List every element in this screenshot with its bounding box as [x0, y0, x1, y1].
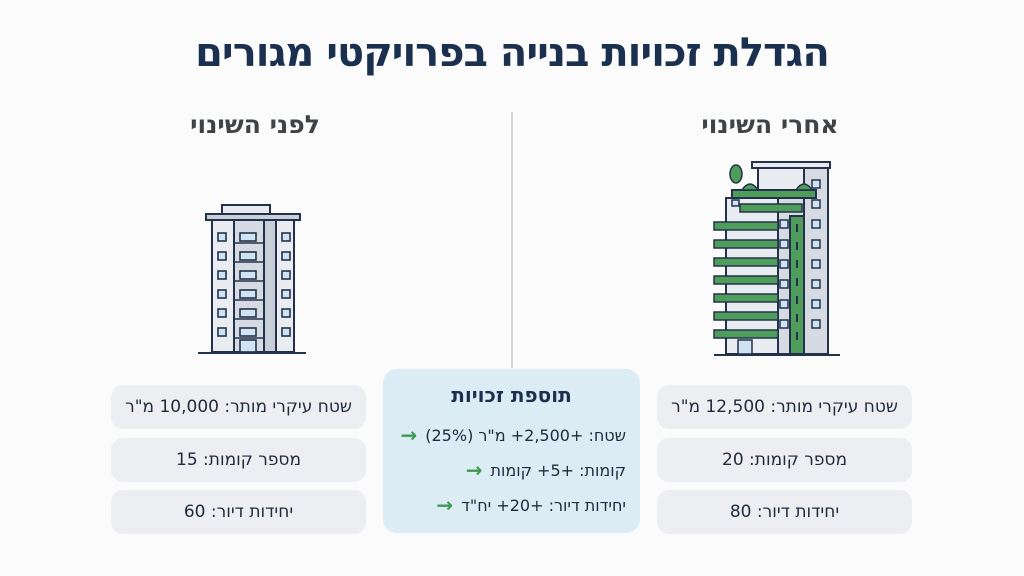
before-heading: לפני השינוי: [190, 110, 320, 139]
addition-item-area: שטח: +2,500+ מ"ר (25%) →: [400, 425, 626, 445]
after-heading: אחרי השינוי: [701, 110, 839, 139]
addition-item-label: יחידות דיור: +20+ יח"ד: [461, 495, 626, 515]
after-stat-area: שטח עיקרי מותר: 12,500 מ"ר: [657, 385, 912, 429]
addition-heading: תוספת זכויות: [451, 383, 572, 407]
before-stat-floors: מספר קומות: 15: [111, 438, 366, 482]
addition-item-floors: קומות: +5+ קומות →: [466, 460, 626, 480]
green-apartment-building-icon: [713, 161, 840, 356]
before-stat-units: יחידות דיור: 60: [111, 490, 366, 534]
arrow-right-icon: →: [465, 458, 483, 482]
arrow-right-icon: →: [400, 423, 418, 447]
rights-addition-box: תוספת זכויות שטח: +2,500+ מ"ר (25%) → קו…: [383, 369, 640, 533]
before-stat-area: שטח עיקרי מותר: 10,000 מ"ר: [111, 385, 366, 429]
page-title: הגדלת זכויות בנייה בפרויקטי מגורים: [195, 30, 830, 76]
addition-item-units: יחידות דיור: +20+ יח"ד →: [436, 495, 626, 515]
addition-item-label: קומות: +5+ קומות: [490, 460, 626, 480]
addition-item-label: שטח: +2,500+ מ"ר (25%): [425, 425, 626, 445]
apartment-building-icon: [198, 204, 306, 354]
column-divider: [511, 112, 513, 368]
after-stat-units: יחידות דיור: 80: [657, 490, 912, 534]
arrow-right-icon: →: [436, 493, 454, 517]
after-stat-floors: מספר קומות: 20: [657, 438, 912, 482]
